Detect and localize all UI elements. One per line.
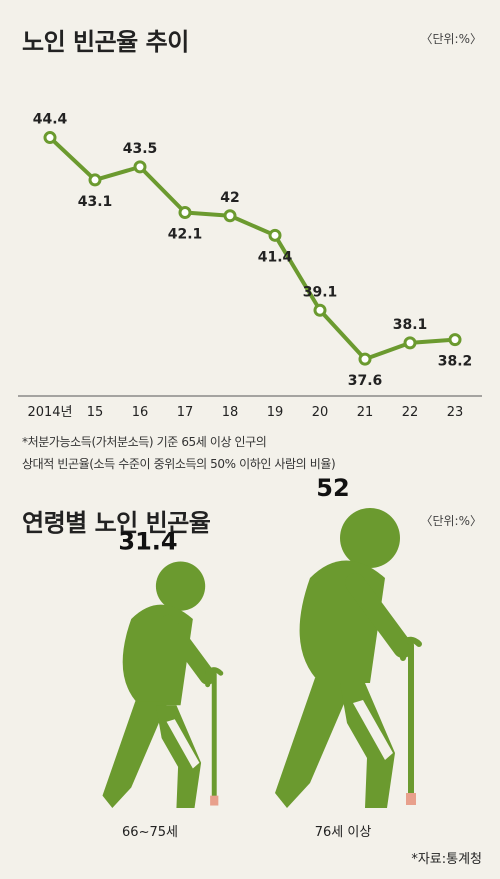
x-tick-label: 20 — [312, 405, 329, 420]
data-point — [223, 209, 237, 223]
data-label: 38.2 — [438, 354, 473, 370]
elderly-figure — [102, 561, 224, 808]
x-tick-label: 2014년 — [27, 405, 72, 420]
data-point — [403, 336, 417, 350]
person-front-leg — [340, 683, 395, 808]
person-back-leg — [275, 678, 355, 808]
leg-gap — [353, 700, 393, 760]
line-chart-title: 노인 빈곤율 추이 — [22, 28, 189, 56]
x-tick-label: 17 — [177, 405, 194, 420]
leg-gap — [166, 719, 200, 769]
data-point — [178, 206, 192, 220]
data-label: 42.1 — [168, 227, 203, 243]
x-tick-label: 15 — [87, 405, 104, 420]
person-arm — [345, 573, 413, 658]
x-tick-label: 16 — [132, 405, 149, 420]
x-tick-label: 18 — [222, 405, 239, 420]
footnote-line-2: 상대적 빈곤율(소득 수준이 중위소득의 50% 이하인 사람의 비율) — [22, 457, 336, 471]
x-tick-label: 19 — [267, 405, 284, 420]
data-label: 43.5 — [123, 141, 158, 157]
data-point — [43, 131, 57, 145]
data-label: 41.4 — [258, 249, 293, 265]
cane-tip — [406, 793, 416, 805]
line-chart-unit: 〈단위:%〉 — [420, 32, 482, 46]
figure-value-label: 52 — [316, 474, 349, 502]
data-point — [313, 303, 327, 317]
cane — [205, 667, 224, 803]
cane-tip — [210, 795, 219, 806]
x-tick-label: 23 — [447, 405, 464, 420]
age-chart-unit: 〈단위:%〉 — [420, 514, 482, 528]
footnote-line-1: *처분가능소득(가처분소득) 기준 65세 이상 인구의 — [22, 435, 267, 449]
figure-value-label: 31.4 — [118, 527, 177, 555]
data-point — [448, 333, 462, 347]
data-label: 42 — [220, 190, 239, 206]
person-arm — [159, 614, 216, 685]
line-chart: 44.4 2014년 43.1 15 43.5 16 42.1 17 42 18 41.4 19 39.… — [18, 112, 482, 420]
data-label: 39.1 — [303, 284, 338, 300]
series-line — [48, 136, 456, 362]
person-head — [155, 561, 206, 611]
x-tick-label: 22 — [402, 405, 419, 420]
elderly-figure — [275, 508, 422, 808]
data-point — [88, 173, 102, 187]
data-point — [133, 160, 147, 174]
source-note: *자료:통계청 — [411, 852, 482, 867]
age-chart-title: 연령별 노인 빈곤율 — [22, 509, 211, 537]
figure-category-label: 76세 이상 — [315, 825, 372, 840]
data-point — [358, 352, 372, 366]
x-tick-label: 21 — [357, 405, 374, 420]
data-label: 44.4 — [33, 112, 68, 128]
data-point — [268, 228, 282, 242]
person-back-leg — [102, 701, 169, 808]
data-label: 37.6 — [348, 373, 383, 389]
person-front-leg — [155, 705, 202, 808]
figure-category-label: 66~75세 — [122, 825, 178, 840]
person-head — [340, 508, 400, 568]
cane — [400, 636, 422, 801]
data-label: 43.1 — [78, 194, 113, 210]
data-label: 38.1 — [393, 317, 428, 333]
